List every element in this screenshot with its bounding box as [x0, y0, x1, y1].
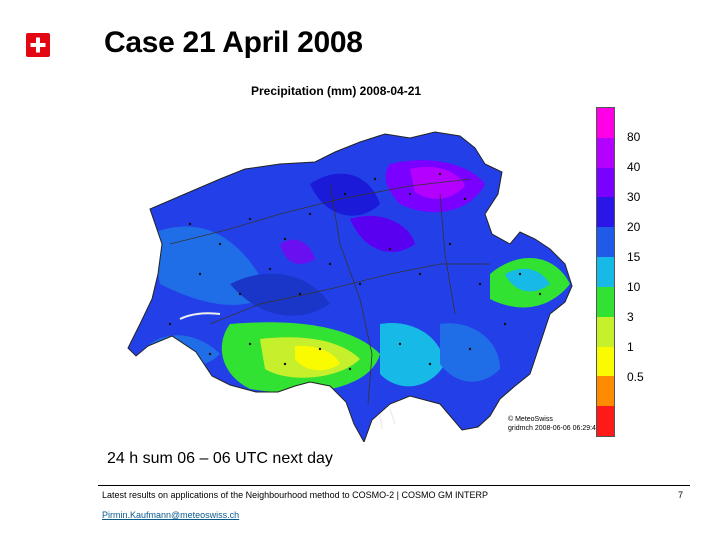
map-credit-timestamp: gridmch 2008-06-06 06:29:40	[508, 424, 600, 432]
legend-color-segment	[597, 167, 614, 198]
legend-color-segment	[597, 197, 614, 228]
legend-colorbar	[596, 107, 615, 437]
legend-color-segment	[597, 286, 614, 317]
legend-color-segment	[597, 376, 614, 407]
slide-title: Case 21 April 2008	[104, 26, 363, 59]
map-credit-copyright: © MeteoSwiss	[508, 416, 553, 423]
footer-text: Latest results on applications of the Ne…	[102, 490, 489, 500]
map-credit: © MeteoSwiss gridmch 2008-06-06 06:29:40	[508, 416, 600, 434]
legend-color-segment	[597, 137, 614, 168]
legend-label: 40	[627, 160, 641, 174]
swiss-cross-icon	[26, 33, 50, 57]
legend-color-segment	[597, 257, 614, 287]
legend-color-segment	[597, 227, 614, 258]
slide-caption: 24 h sum 06 – 06 UTC next day	[107, 450, 333, 467]
map-title: Precipitation (mm) 2008-04-21	[251, 84, 422, 98]
legend-label: 15	[627, 250, 641, 264]
legend-label: 30	[627, 190, 641, 204]
legend-label: 80	[627, 130, 641, 144]
legend-color-segment	[597, 406, 614, 436]
legend-label: 1	[627, 340, 634, 354]
legend-color-segment	[597, 346, 614, 377]
legend-label: 0.5	[627, 370, 644, 384]
page-number: 7	[678, 490, 684, 500]
email-link[interactable]: Pirmin.Kaufmann@meteoswiss.ch	[102, 510, 240, 520]
legend-label: 3	[627, 310, 634, 324]
legend-labels: 80 40 30 20 15 10 3 1 0.5	[627, 107, 687, 437]
legend-color-segment	[597, 108, 614, 138]
legend-label: 10	[627, 280, 641, 294]
legend-color-segment	[597, 316, 614, 347]
precipitation-map	[127, 131, 573, 442]
legend-label: 20	[627, 220, 641, 234]
footer-divider	[98, 485, 690, 486]
